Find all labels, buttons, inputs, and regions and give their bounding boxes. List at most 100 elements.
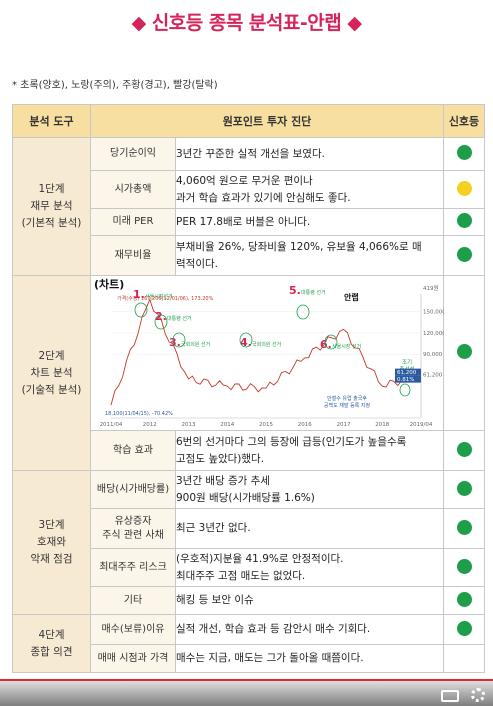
event-circle xyxy=(172,332,186,348)
tool-cell: 기타 xyxy=(90,586,176,615)
tool-cell: 당기순이익 xyxy=(90,137,176,171)
tool-cell: 매매 시점과 가격 xyxy=(90,644,176,673)
table-row: 기타 해킹 등 보안 이슈 xyxy=(13,586,485,615)
table-header-row: 분석 도구 원포인트 투자 진단 신호등 xyxy=(12,104,485,138)
video-progress-bar[interactable] xyxy=(0,679,493,681)
signal-dot-green xyxy=(456,591,472,607)
event-circle xyxy=(239,332,253,348)
x-tick-label: 2014 xyxy=(220,422,234,428)
x-tick-label: 2016 xyxy=(298,422,312,428)
chart-event-marker: 5. 대통령 선거 xyxy=(289,284,326,320)
desc-cell: (우호적)지분율 41.9%로 안정적이다. 최대주주 고점 매도는 없었다. xyxy=(175,548,444,587)
x-tick-label: 2017 xyxy=(337,422,351,428)
x-tick-label: 2011/04 xyxy=(100,422,123,428)
signal-dot-green xyxy=(456,213,472,228)
desc-cell: 3년간 배당 증가 추세 900원 배당(시가배당률 1.6%) xyxy=(175,470,444,509)
right-note: 조기 xyxy=(402,358,412,366)
event-number: 4. xyxy=(240,336,252,349)
event-number: 3. xyxy=(169,336,181,349)
header-tool: 분석 도구 xyxy=(12,104,91,138)
table-row: 3단계 호재와 악재 점검 배당(시가배당률) 3년간 배당 증가 추세 900… xyxy=(12,470,485,615)
signal-legend-note: * 초록(양호), 노랑(주의), 주황(경고), 빨강(탈락) xyxy=(12,80,218,91)
chart-event-marker: 6. 서울시장 선거 xyxy=(320,334,361,351)
tool-cell: 학습 효과 xyxy=(90,430,176,471)
table-row: 최대주주 리스크 (우호적)지분율 41.9%로 안정적이다. 최대주주 고점 … xyxy=(13,548,485,587)
tool-cell: 매수(보류)이유 xyxy=(90,614,176,645)
event-number: 2. xyxy=(155,310,167,323)
signal-dot-yellow xyxy=(456,180,472,196)
header-signal: 신호등 xyxy=(443,104,485,138)
stage-1-label: 1단계 재무 분석 (기본적 분석) xyxy=(12,137,91,276)
signal-dot-green xyxy=(456,620,472,636)
signal-dot-green xyxy=(456,344,472,359)
analysis-table: 분석 도구 원포인트 투자 진단 신호등 1단계 재무 분석 (기본적 분석) … xyxy=(12,104,485,673)
table-row: 학습 효과 6번의 선거마다 그의 등장에 급등(인기도가 높을수록 고점도 높… xyxy=(13,430,485,471)
event-label: 국회의원 선거 xyxy=(252,341,281,348)
event-label: 대통령 선거 xyxy=(167,315,192,322)
desc-cell: 6번의 선거마다 그의 등장에 급등(인기도가 높을수록 고점도 높았다)했다. xyxy=(175,430,444,471)
pct-badge-bg xyxy=(395,375,421,383)
table-row: 4단계 종합 의견 매수(보류)이유 실적 개선, 학습 효과 등 감안시 매수… xyxy=(12,614,485,673)
stock-chart: (차트) 안랩 1. 서울시장선거 2. 대통령 선거 3. 국회의원 선거 4. 국회의원 … xyxy=(91,276,447,430)
signal-dot-green xyxy=(456,441,472,457)
chart-event-marker: 4. 국회의원 선거 xyxy=(239,332,281,349)
subtitles-icon[interactable] xyxy=(441,690,459,702)
y-tick-label: 419원 xyxy=(423,284,439,292)
low-price-label: 18,100(11/04/15), -70.42% xyxy=(105,411,173,417)
signal-dot-green xyxy=(456,145,472,160)
tool-cell: 유상증자 주식 관련 사채 xyxy=(90,508,176,549)
x-tick-label: 2015 xyxy=(259,422,273,428)
table-row: 미래 PER PER 17.8배로 버블은 아니다. xyxy=(13,208,485,236)
video-control-bar xyxy=(0,681,493,706)
signal-dot-green xyxy=(456,480,472,496)
tool-cell: 재무비율 xyxy=(90,235,176,276)
event-label: 국회의원 선거 xyxy=(181,341,210,348)
table-row: 시가총액 4,060억 원으로 무거운 편이나 과거 학습 효과가 있기에 안심… xyxy=(13,170,485,209)
event-label: 대통령 선거 xyxy=(301,289,326,296)
tool-cell: 미래 PER xyxy=(90,208,176,236)
page-title: ◆ 신호등 종목 분석표-안랩 ◆ xyxy=(131,12,362,34)
event-number: 6. xyxy=(320,338,332,351)
price-series-line xyxy=(110,298,422,406)
y-tick-label: 90,000 xyxy=(423,352,443,358)
tool-cell: 배당(시가배당률) xyxy=(90,470,176,509)
stage-3-label: 3단계 호재와 악재 점검 xyxy=(12,470,91,615)
table-row: 유상증자 주식 관련 사채 최근 3년간 없다. xyxy=(13,508,485,549)
bottom-note: 안철수 유럽 출국후 xyxy=(327,395,367,402)
x-tick-label: 2013 xyxy=(182,422,196,428)
event-circle xyxy=(296,304,310,320)
chart-axes: 419원 150,000 120,000 90,000 61,200 2011/04 201… xyxy=(100,284,447,428)
x-tick-label: 2012 xyxy=(143,422,157,428)
x-tick-label: 2018 xyxy=(375,422,389,428)
tool-cell: 시가총액 xyxy=(90,170,176,209)
desc-cell: 해킹 등 보안 이슈 xyxy=(175,586,444,615)
gear-icon[interactable] xyxy=(471,688,485,702)
signal-dot-green xyxy=(456,519,472,535)
event-circle xyxy=(134,302,148,318)
stock-name: 안랩 xyxy=(344,292,359,302)
y-tick-label: 120,000 xyxy=(423,331,444,337)
chart-event-marker: 3. 국회의원 선거 xyxy=(169,332,210,349)
signal-dot-green xyxy=(456,246,472,262)
price-badge-bg xyxy=(395,368,421,376)
table-row: 2단계 차트 분석 (기술적 분석) (차트) 안랩 1. 서울시장선거 2. 대통령… xyxy=(12,275,485,471)
event-circle xyxy=(154,314,168,330)
chart-label: (차트) xyxy=(94,277,124,291)
high-price-label: 가격(수정) 167,200(12/01/06), 173.20% xyxy=(117,295,214,302)
desc-cell: 4,060억 원으로 무거운 편이나 과거 학습 효과가 있기에 안심해도 좋다… xyxy=(175,170,444,209)
price-line xyxy=(110,298,422,406)
desc-cell: 최근 3년간 없다. xyxy=(175,508,444,549)
event-number: 5. xyxy=(289,284,301,297)
stage-2-label: 2단계 차트 분석 (기술적 분석) xyxy=(12,275,91,471)
table-row: 매매 시점과 가격 매수는 지금, 매도는 그가 돌아올 때쯤이다. xyxy=(13,644,485,673)
table-row: 재무비율 부채비율 26%, 당좌비율 120%, 유보율 4,066%로 매 … xyxy=(13,235,485,276)
event-label: 서울시장선거 xyxy=(145,293,173,300)
y-tick-label: 61,200 xyxy=(423,373,443,379)
desc-cell: 매수는 지금, 매도는 그가 돌아올 때쯤이다. xyxy=(175,644,444,673)
bottom-note: 공백도 재발 등록 지정 xyxy=(324,402,370,409)
chart-event-marker: 2. 대통령 선거 xyxy=(154,310,192,330)
signal-dot-green xyxy=(456,558,472,574)
right-note-circle xyxy=(399,383,411,397)
chart-event-marker: 1. 서울시장선거 xyxy=(133,288,173,318)
